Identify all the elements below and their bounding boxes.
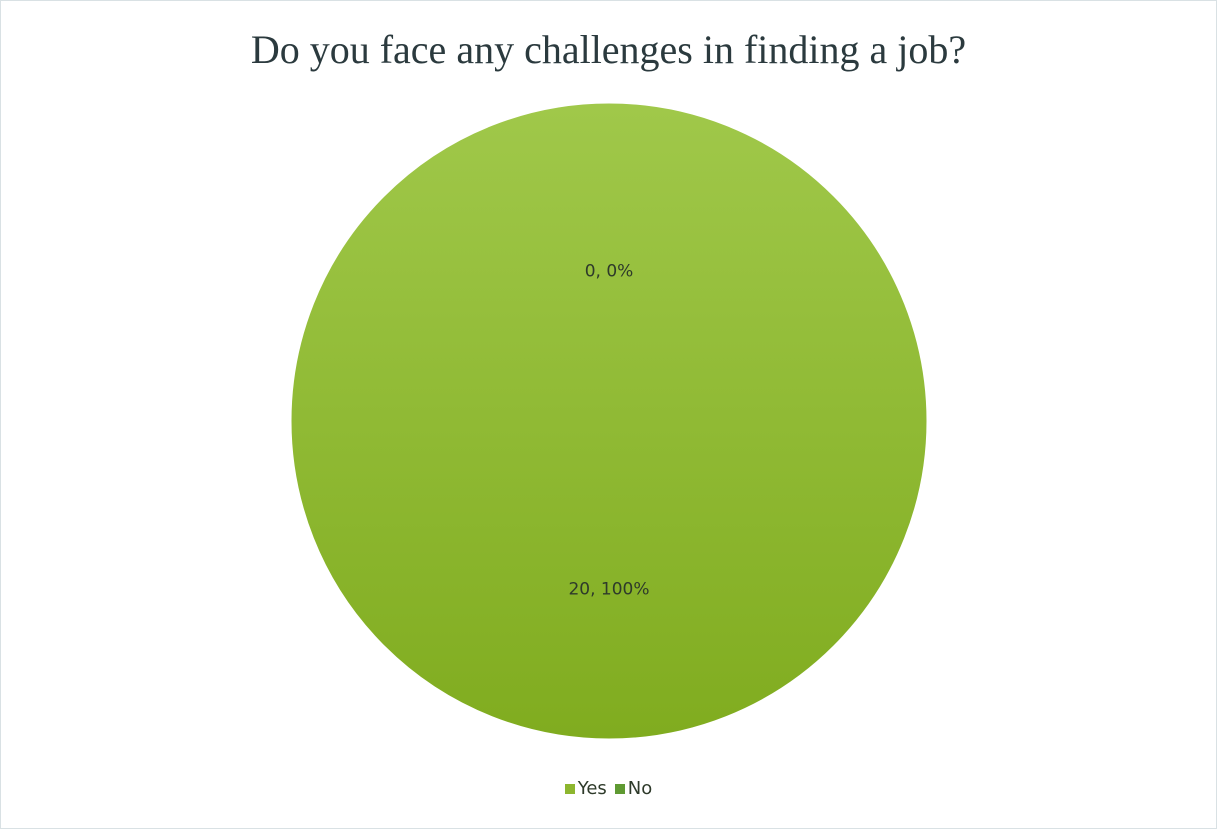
legend-swatch-yes	[564, 783, 575, 794]
legend-label-no: No	[627, 778, 653, 799]
pie-slice-yes	[290, 102, 928, 740]
legend-item-no: No	[614, 778, 653, 799]
legend-swatch-no	[614, 783, 625, 794]
pie-data-labels: 20, 100% 0, 0%	[568, 262, 649, 600]
legend-label-yes: Yes	[577, 778, 607, 799]
pie-slices	[290, 102, 928, 740]
legend: Yes No	[0, 778, 1217, 799]
chart-title: Do you face any challenges in finding a …	[250, 27, 967, 72]
data-label-yes: 20, 100%	[568, 580, 649, 600]
data-label-no: 0, 0%	[585, 262, 634, 282]
legend-item-yes: Yes	[564, 778, 607, 799]
